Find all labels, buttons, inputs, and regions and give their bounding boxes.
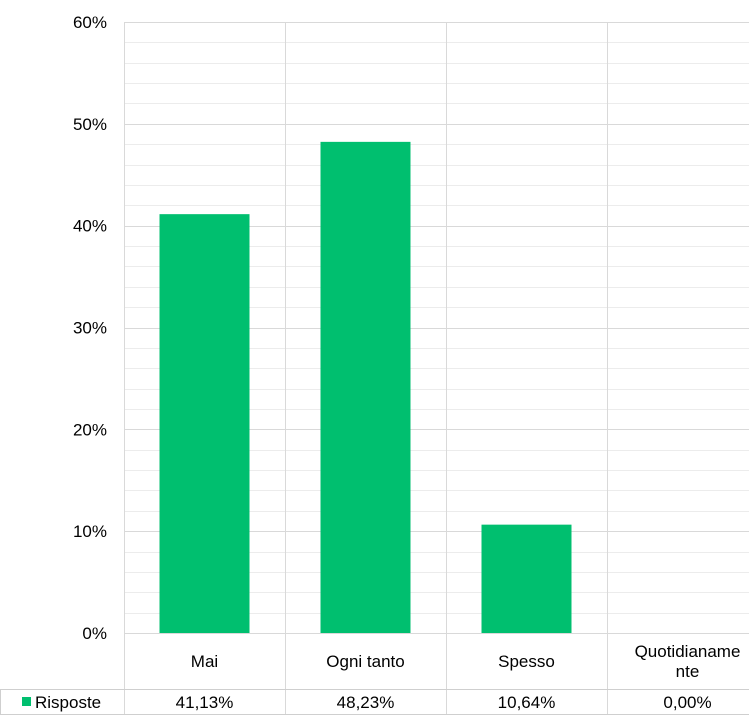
y-tick-label: 50% — [73, 115, 107, 134]
y-axis: 0% 10% 20% 30% 40% 50% 60% — [73, 13, 107, 643]
x-category-label: Ogni tanto — [326, 652, 404, 671]
y-tick-label: 60% — [73, 13, 107, 32]
data-table-value: 48,23% — [337, 693, 395, 712]
data-table-value: 10,64% — [498, 693, 556, 712]
bar-mai — [159, 214, 250, 634]
data-table-value: 0,00% — [663, 693, 711, 712]
bar-ogni-tanto — [320, 141, 411, 633]
y-tick-label: 20% — [73, 420, 107, 439]
x-category-label: Mai — [191, 652, 218, 671]
legend-label: Risposte — [35, 693, 101, 712]
y-tick-label: 30% — [73, 319, 107, 338]
x-category-label: Spesso — [498, 652, 555, 671]
x-category-label: Quotidianame — [635, 642, 741, 661]
x-category-label: nte — [676, 662, 700, 681]
y-tick-label: 0% — [82, 624, 107, 643]
y-tick-label: 10% — [73, 522, 107, 541]
legend-swatch — [22, 697, 31, 706]
bar-spesso — [481, 524, 572, 633]
bars-layer — [159, 141, 572, 634]
data-table-value: 41,13% — [176, 693, 234, 712]
y-tick-label: 40% — [73, 217, 107, 236]
